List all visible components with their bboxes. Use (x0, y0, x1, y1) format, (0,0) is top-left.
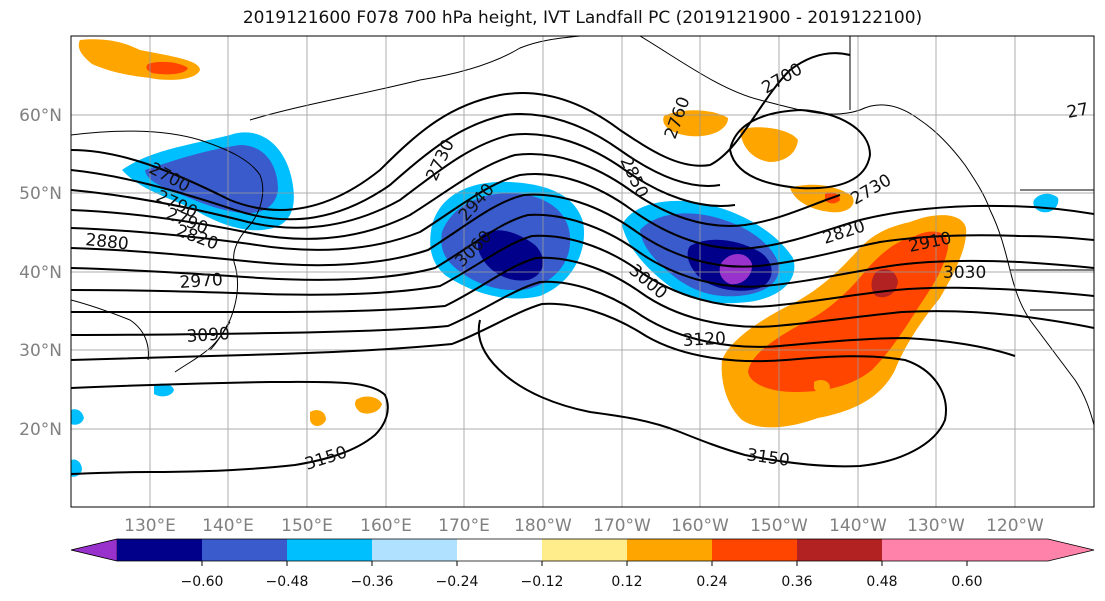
colorbar-segment (202, 539, 287, 561)
colorbar-tick-label: 0.24 (696, 574, 727, 590)
contour-label: 3120 (682, 329, 726, 351)
colorbar-segment (712, 539, 797, 561)
colorbar-segment (287, 539, 372, 561)
colorbar-tick-label: 0.60 (951, 574, 982, 590)
contour-label: 2880 (84, 230, 129, 254)
contour-label: 3090 (186, 324, 231, 347)
lon-label: 170°E (438, 516, 490, 536)
lon-label: 130°E (124, 516, 176, 536)
lat-label: 20°N (19, 420, 62, 440)
coastlines (71, 36, 1094, 426)
colorbar-tick-label: −0.36 (351, 574, 394, 590)
lon-label: 170°W (593, 516, 651, 536)
lat-label: 50°N (19, 184, 62, 204)
colorbar-segment (117, 539, 202, 561)
lon-label: 180°W (514, 516, 572, 536)
colorbar-segment (372, 539, 457, 561)
colorbar-extend-high (882, 539, 1094, 561)
lon-label: 150°E (281, 516, 333, 536)
colorbar-extend-low (70, 538, 118, 562)
colorbar-tick-label: −0.24 (436, 574, 479, 590)
lon-label: 160°W (671, 516, 729, 536)
colorbar-ticks (201, 561, 968, 566)
colorbar-segment (457, 539, 542, 561)
height-contours (71, 52, 1094, 475)
map-frame (70, 35, 1095, 508)
lon-label: 160°E (360, 516, 412, 536)
colorbar-tick-label: 0.12 (611, 574, 642, 590)
colorbar: −0.60 −0.48 −0.36 −0.24 −0.12 0.12 0.24 … (70, 538, 1095, 590)
colorbar-tick-label: 0.36 (781, 574, 812, 590)
colorbar-segment (627, 539, 712, 561)
colorbar-tick-label: −0.48 (266, 574, 309, 590)
colorbar-segment (797, 539, 882, 561)
latitude-labels: 60°N 50°N 40°N 30°N 20°N (19, 106, 62, 440)
lon-label: 120°W (986, 516, 1044, 536)
lon-label: 130°W (907, 516, 965, 536)
lon-label: 140°W (829, 516, 887, 536)
colorbar-segment (542, 539, 627, 561)
lat-label: 40°N (19, 263, 62, 283)
contour-label: 2970 (179, 270, 224, 293)
lat-label: 60°N (19, 106, 62, 126)
map-title: 2019121600 F078 700 hPa height, IVT Land… (242, 8, 923, 28)
lon-label: 150°W (750, 516, 808, 536)
colorbar-tick-label: −0.12 (521, 574, 564, 590)
colorbar-tick-label: 0.48 (866, 574, 897, 590)
colorbar-tick-label: −0.60 (181, 574, 224, 590)
contour-label: 27 (1065, 99, 1090, 122)
lat-label: 30°N (19, 341, 62, 361)
lon-label: 140°E (202, 516, 254, 536)
contour-label: 3030 (943, 263, 986, 283)
map-area: 2700 2790 2790 2820 2880 2970 3090 2730 … (71, 36, 1094, 507)
longitude-labels: 130°E 140°E 150°E 160°E 170°E 180°W 170°… (124, 516, 1044, 536)
